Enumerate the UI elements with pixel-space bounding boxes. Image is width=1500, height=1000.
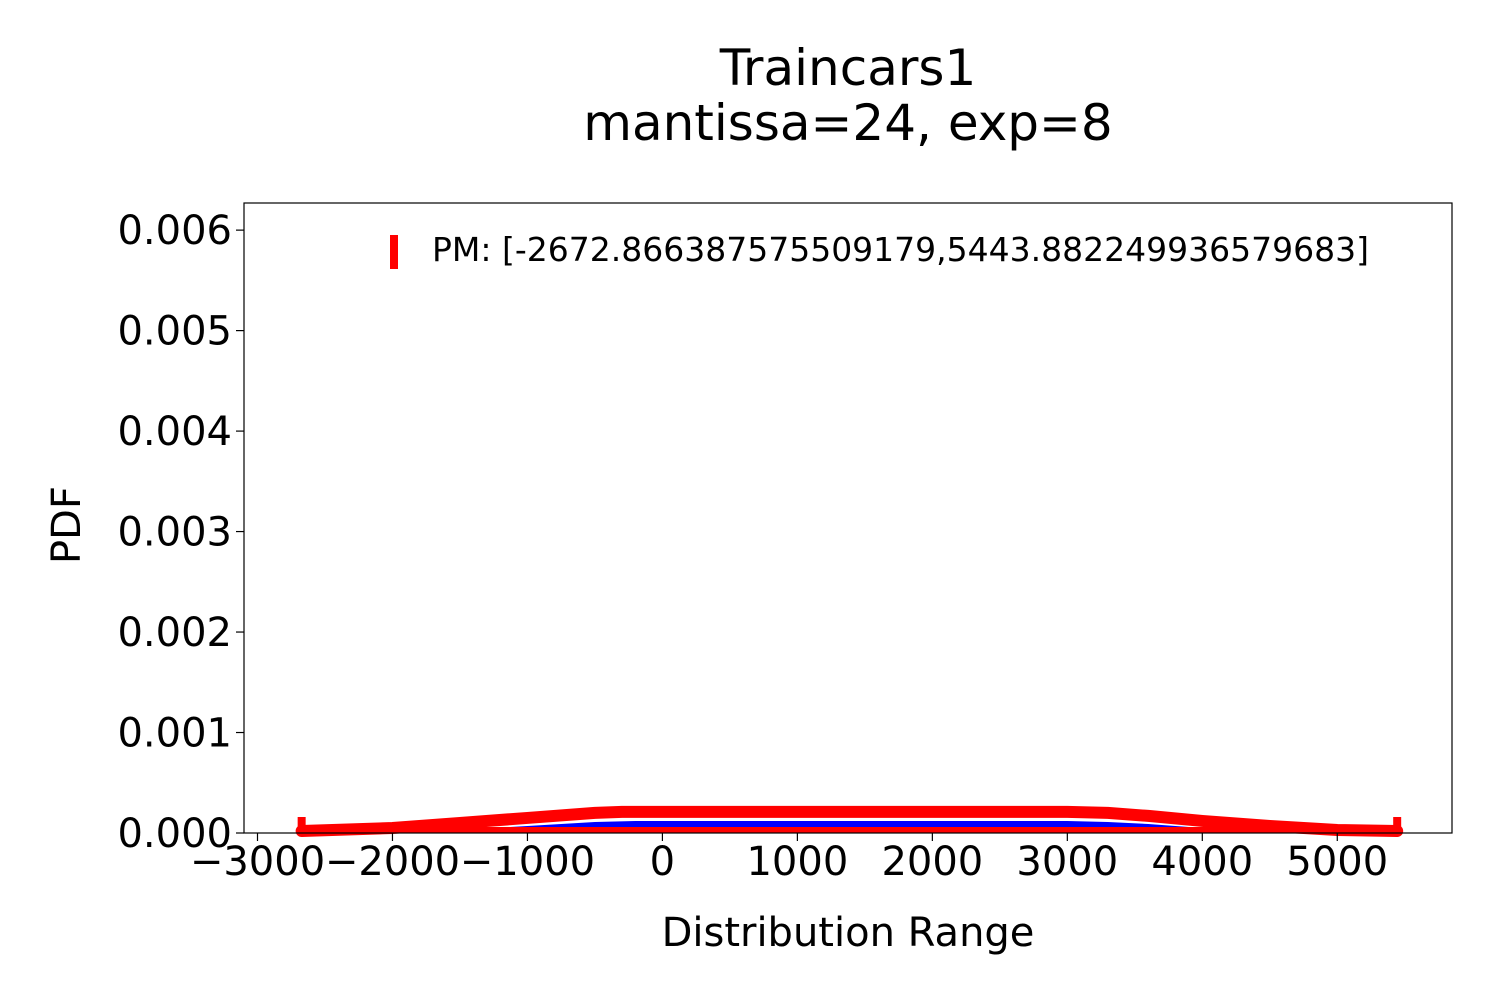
x-axis-label: Distribution Range <box>662 910 1035 956</box>
y-tick-label: 0.000 <box>117 811 232 857</box>
legend-label-pm: PM: [-2672.866387575509179,5443.88224993… <box>432 230 1369 269</box>
chart-subtitle: mantissa=24, exp=8 <box>583 94 1113 152</box>
y-tick-label: 0.005 <box>117 309 232 355</box>
x-tick-label: 1000 <box>746 839 848 885</box>
x-tick-label: 0 <box>650 839 675 885</box>
x-axis: −3000 −2000 −1000 0 1000 2000 3000 4000 5000 <box>190 833 1388 885</box>
y-tick-label: 0.003 <box>117 510 232 556</box>
x-tick-label: −1000 <box>460 839 595 885</box>
chart-title: Traincars1 <box>719 39 977 97</box>
y-tick-label: 0.002 <box>117 610 232 656</box>
y-tick-label: 0.006 <box>117 208 232 254</box>
x-tick-label: 2000 <box>881 839 983 885</box>
legend-marker-pm <box>390 235 398 269</box>
y-axis-label: PDF <box>44 486 90 564</box>
x-tick-label: −3000 <box>190 839 325 885</box>
series-line-red <box>295 805 1404 837</box>
legend: PM: [-2672.866387575509179,5443.88224993… <box>390 230 1369 269</box>
x-tick-label: 4000 <box>1151 839 1253 885</box>
x-tick-label: 5000 <box>1286 839 1388 885</box>
x-tick-label: 3000 <box>1016 839 1118 885</box>
y-axis: 0.000 0.001 0.002 0.003 0.004 0.005 0.006 <box>117 208 244 857</box>
y-tick-label: 0.001 <box>117 711 232 757</box>
axes-frame <box>243 202 1453 834</box>
x-tick-label: −2000 <box>325 839 460 885</box>
plot-area <box>295 805 1404 837</box>
y-tick-label: 0.004 <box>117 409 232 455</box>
